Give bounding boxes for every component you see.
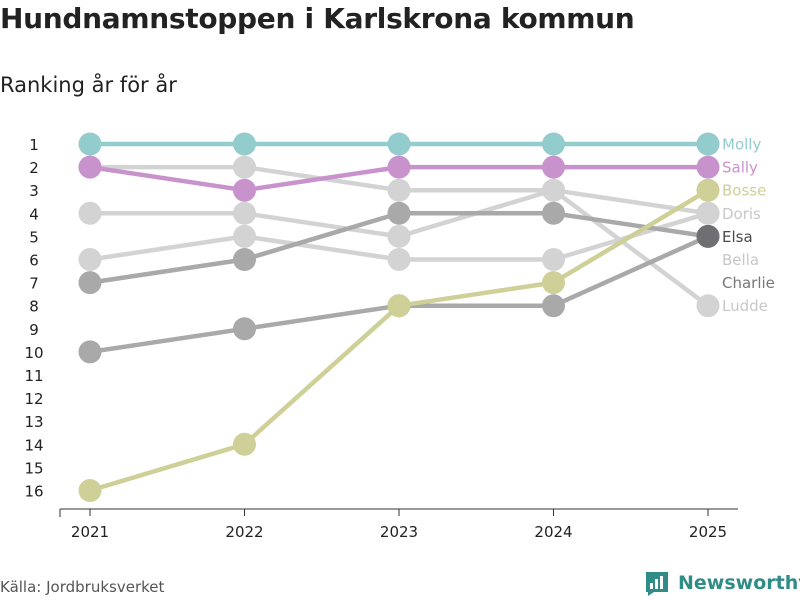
data-point-sally <box>387 155 411 179</box>
data-point-bosse <box>233 432 256 456</box>
end-label-ludde: Ludde <box>722 297 768 315</box>
y-tick-label: 7 <box>29 275 39 293</box>
data-point-charlie <box>542 201 565 225</box>
data-point-doris <box>387 224 411 248</box>
chart-title: Hundnamnstoppen i Karlskrona kommun <box>0 2 635 35</box>
data-point-bella <box>78 248 102 271</box>
end-label-doris: Doris <box>722 205 761 223</box>
data-point-sally <box>696 155 720 179</box>
data-point-bella <box>696 201 720 225</box>
data-point-charlie <box>78 271 102 295</box>
y-tick-label: 12 <box>24 390 43 408</box>
data-point-bosse <box>696 178 720 202</box>
end-label-charlie: Charlie <box>722 274 775 292</box>
data-point-bella <box>233 224 256 248</box>
data-point-bella <box>387 248 411 271</box>
x-tick-label: 2021 <box>71 523 109 541</box>
data-point-ludde <box>233 155 256 179</box>
data-point-molly <box>387 132 411 156</box>
y-tick-label: 1 <box>29 136 39 154</box>
data-point-ludde <box>696 294 720 318</box>
end-label-sally: Sally <box>722 159 758 177</box>
data-point-ludde <box>387 178 411 202</box>
source-note: Källa: Jordbruksverket <box>0 578 165 596</box>
data-point-sally <box>78 155 102 179</box>
y-tick-label: 6 <box>29 252 39 270</box>
x-tick-label: 2025 <box>689 523 727 541</box>
data-point-doris <box>233 201 256 225</box>
data-point-molly <box>78 132 102 156</box>
end-label-elsa: Elsa <box>722 228 753 246</box>
newsworthy-logo-icon <box>646 572 668 596</box>
y-tick-label: 16 <box>24 483 43 501</box>
end-label-bella: Bella <box>722 251 759 269</box>
y-tick-label: 8 <box>29 298 39 316</box>
y-tick-label: 11 <box>24 367 43 385</box>
x-tick-label: 2022 <box>225 523 263 541</box>
data-point-elsa <box>233 317 256 341</box>
y-tick-label: 5 <box>29 228 39 246</box>
y-tick-label: 14 <box>24 436 43 454</box>
data-point-molly <box>542 132 565 156</box>
end-label-molly: Molly <box>722 136 761 154</box>
brand-logo: Newsworthy <box>644 570 800 596</box>
brand-name: Newsworthy <box>678 572 800 594</box>
data-point-sally <box>233 178 256 202</box>
data-point-elsa <box>542 294 565 318</box>
chart-subtitle: Ranking år för år <box>0 73 177 97</box>
data-point-bosse <box>542 271 565 295</box>
data-point-ludde <box>542 178 565 202</box>
data-point-bella <box>542 248 565 271</box>
y-tick-label: 2 <box>29 159 39 177</box>
data-point-charlie <box>387 201 411 225</box>
data-point-charlie <box>233 248 256 271</box>
y-tick-label: 13 <box>24 413 43 431</box>
data-point-bosse <box>387 294 411 318</box>
data-point-elsa <box>78 340 102 364</box>
y-tick-label: 15 <box>24 459 43 477</box>
y-tick-label: 4 <box>29 205 39 223</box>
data-point-molly <box>233 132 256 156</box>
y-tick-label: 3 <box>29 182 39 200</box>
data-point-elsa <box>696 224 720 248</box>
data-point-bosse <box>78 479 102 502</box>
y-tick-label: 10 <box>24 344 43 362</box>
x-tick-label: 2024 <box>534 523 572 541</box>
data-point-doris <box>78 201 102 225</box>
end-label-bosse: Bosse <box>722 182 766 200</box>
y-tick-label: 9 <box>29 321 39 339</box>
data-point-sally <box>542 155 565 179</box>
data-point-molly <box>696 132 720 156</box>
x-tick-label: 2023 <box>380 523 418 541</box>
